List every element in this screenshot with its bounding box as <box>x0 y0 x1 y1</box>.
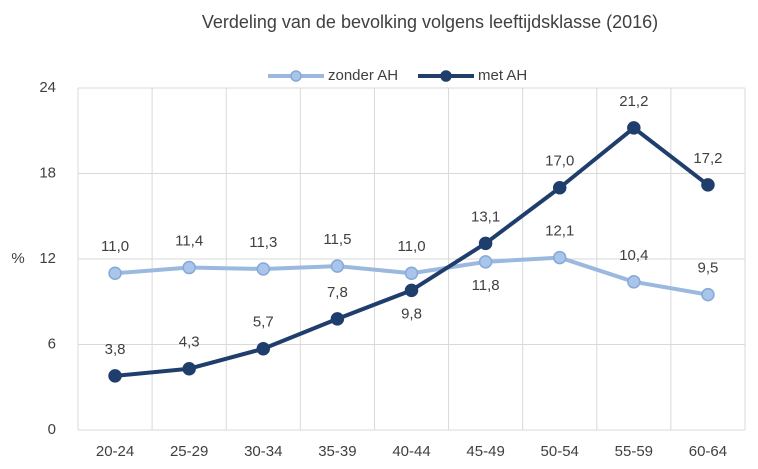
data-point <box>627 121 641 135</box>
data-label: 11,8 <box>472 277 500 294</box>
x-tick-label: 60-64 <box>689 443 727 460</box>
data-label: 11,5 <box>323 231 351 248</box>
data-label: 9,5 <box>698 260 719 277</box>
legend-label: zonder AH <box>328 67 398 84</box>
legend-label: met AH <box>478 67 527 84</box>
y-tick-label: 0 <box>48 421 56 438</box>
data-point <box>701 287 715 302</box>
data-label: 3,8 <box>105 341 126 358</box>
data-point <box>552 250 567 265</box>
data-label: 11,0 <box>397 238 425 255</box>
data-label: 11,3 <box>249 234 277 251</box>
data-point <box>330 259 345 273</box>
data-point <box>256 262 271 276</box>
legend-marker <box>290 70 302 82</box>
chart-title: Verdeling van de bevolking volgens leeft… <box>202 12 658 32</box>
data-label: 10,4 <box>619 247 648 264</box>
x-tick-label: 30-34 <box>244 443 282 460</box>
data-label: 7,8 <box>327 284 348 301</box>
data-point <box>478 255 493 269</box>
data-point <box>552 181 567 195</box>
data-label: 4,3 <box>179 334 200 351</box>
y-tick-label: 24 <box>39 79 56 96</box>
x-tick-label: 40-44 <box>392 443 430 460</box>
data-point <box>330 312 345 326</box>
data-point <box>701 178 715 192</box>
legend-marker <box>440 70 452 82</box>
x-tick-label: 50-54 <box>541 443 579 460</box>
data-label: 5,7 <box>253 314 274 331</box>
y-tick-label: 6 <box>48 335 56 352</box>
data-label: 21,2 <box>619 93 648 110</box>
data-point <box>627 275 641 289</box>
data-point <box>404 266 419 280</box>
data-point <box>182 361 196 376</box>
data-label: 9,8 <box>401 305 422 322</box>
data-label: 13,1 <box>471 208 500 225</box>
x-tick-label: 55-59 <box>615 443 653 460</box>
x-tick-label: 25-29 <box>170 443 208 460</box>
x-tick-label: 45-49 <box>466 443 504 460</box>
data-point <box>182 260 196 275</box>
data-label: 11,0 <box>101 238 129 255</box>
y-tick-label: 18 <box>39 164 56 181</box>
data-label: 17,2 <box>693 150 722 167</box>
data-label: 17,0 <box>545 153 574 170</box>
y-tick-label: 12 <box>39 250 56 267</box>
data-point <box>256 342 271 356</box>
x-tick-label: 35-39 <box>318 443 356 460</box>
data-label: 12,1 <box>545 223 574 240</box>
data-point <box>478 236 493 251</box>
data-point <box>108 266 122 280</box>
y-axis-label: % <box>11 250 24 267</box>
data-point <box>404 283 419 298</box>
data-label: 11,4 <box>175 233 203 250</box>
x-tick-label: 20-24 <box>96 443 134 460</box>
data-point <box>108 369 122 383</box>
